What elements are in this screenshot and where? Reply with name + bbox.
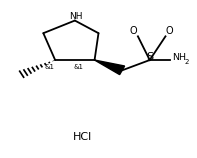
Text: &1: &1 [74, 64, 84, 70]
Text: 2: 2 [184, 59, 189, 65]
Text: HCl: HCl [73, 132, 92, 143]
Polygon shape [95, 60, 125, 75]
Text: O: O [129, 26, 137, 36]
Text: NH: NH [172, 53, 186, 62]
Text: NH: NH [69, 12, 83, 21]
Text: S: S [147, 52, 154, 62]
Text: O: O [166, 26, 173, 36]
Text: &1: &1 [44, 64, 54, 70]
